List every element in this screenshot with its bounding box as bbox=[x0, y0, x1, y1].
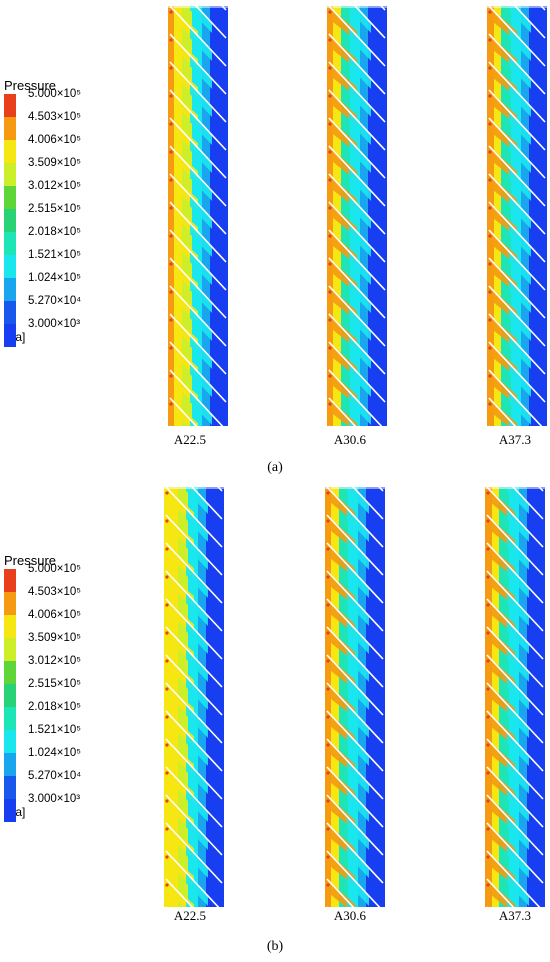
legend-label: 4.503×10⁵ bbox=[28, 586, 82, 598]
pressure-contour bbox=[487, 6, 547, 426]
pressure-legend: Pressure 5.000×10⁵ 4.503×10⁵ 4.006×10⁵ 3… bbox=[4, 553, 134, 822]
legend-color-bar bbox=[4, 94, 16, 347]
legend-swatch bbox=[4, 186, 16, 209]
case-label-a30-6: A30.6 bbox=[333, 432, 367, 447]
legend-swatch bbox=[4, 140, 16, 163]
contour-plot-a30-6 bbox=[325, 487, 385, 907]
case-label-a22-5: A22.5 bbox=[173, 908, 207, 923]
legend-swatch bbox=[4, 163, 16, 186]
legend-label: 1.024×10⁵ bbox=[28, 272, 82, 284]
legend-label: 5.000×10⁵ bbox=[28, 88, 82, 100]
legend-label: 5.270×10⁴ bbox=[28, 295, 82, 307]
legend-title: Pressure bbox=[4, 553, 57, 568]
legend-labels: 5.000×10⁵ 4.503×10⁵ 4.006×10⁵ 3.509×10⁵ … bbox=[28, 87, 81, 331]
contour-plot-a37-3 bbox=[485, 487, 545, 907]
legend-label: 3.000×10³ bbox=[28, 793, 81, 805]
legend-color-bar bbox=[4, 569, 16, 822]
legend-swatch bbox=[4, 569, 16, 592]
contour-plot-a22-5 bbox=[168, 6, 228, 426]
legend-unit: [Pa] bbox=[4, 330, 134, 344]
legend-swatch bbox=[4, 707, 16, 730]
contour-plot-a22-5 bbox=[164, 487, 224, 907]
legend-label: 2.018×10⁵ bbox=[28, 226, 82, 238]
legend-label: 1.521×10⁵ bbox=[28, 249, 82, 261]
legend-swatch bbox=[4, 117, 16, 140]
legend-swatch bbox=[4, 730, 16, 753]
legend-swatch bbox=[4, 232, 16, 255]
legend-label: 3.509×10⁵ bbox=[28, 157, 82, 169]
legend-swatch bbox=[4, 94, 16, 117]
pressure-contour bbox=[164, 487, 224, 907]
legend-unit: [Pa] bbox=[4, 805, 134, 819]
legend-label: 3.509×10⁵ bbox=[28, 632, 82, 644]
case-label-a22-5: A22.5 bbox=[173, 432, 207, 447]
legend-label: 1.024×10⁵ bbox=[28, 747, 82, 759]
legend-swatch bbox=[4, 684, 16, 707]
case-label-a37-3: A37.3 bbox=[498, 908, 532, 923]
legend-swatch bbox=[4, 592, 16, 615]
legend-label: 2.515×10⁵ bbox=[28, 203, 82, 215]
legend-label: 5.000×10⁵ bbox=[28, 563, 82, 575]
panel-b: Pressure 5.000×10⁵ 4.503×10⁵ 4.006×10⁵ 3… bbox=[0, 481, 550, 962]
legend-label: 2.018×10⁵ bbox=[28, 701, 82, 713]
pressure-legend: Pressure 5.000×10⁵ 4.503×10⁵ 4.006×10⁵ 3… bbox=[4, 78, 134, 347]
panel-caption-a: (a) bbox=[267, 460, 283, 475]
legend-swatch bbox=[4, 324, 16, 347]
legend-swatch bbox=[4, 209, 16, 232]
legend-title: Pressure bbox=[4, 78, 57, 93]
legend-label: 5.270×10⁴ bbox=[28, 770, 82, 782]
contour-plot-a30-6 bbox=[327, 6, 387, 426]
legend-swatch bbox=[4, 776, 16, 799]
legend-swatch bbox=[4, 301, 16, 324]
case-label-a30-6: A30.6 bbox=[333, 908, 367, 923]
panel-caption-b: (b) bbox=[266, 939, 284, 954]
legend-label: 4.503×10⁵ bbox=[28, 111, 82, 123]
legend-swatch bbox=[4, 753, 16, 776]
legend-swatch bbox=[4, 799, 16, 822]
pressure-contour bbox=[327, 6, 387, 426]
pressure-contour bbox=[168, 6, 228, 426]
contour-plot-a37-3 bbox=[487, 6, 547, 426]
pressure-contour bbox=[325, 487, 385, 907]
pressure-contour bbox=[485, 487, 545, 907]
panel-a: Pressure 5.000×10⁵ 4.503×10⁵ 4.006×10⁵ 3… bbox=[4, 6, 547, 475]
legend-swatch bbox=[4, 255, 16, 278]
legend-swatch bbox=[4, 615, 16, 638]
legend-label: 2.515×10⁵ bbox=[28, 678, 82, 690]
case-label-a37-3: A37.3 bbox=[498, 432, 532, 447]
legend-label: 3.012×10⁵ bbox=[28, 180, 82, 192]
legend-label: 3.012×10⁵ bbox=[28, 655, 82, 667]
legend-swatch bbox=[4, 638, 16, 661]
legend-labels: 5.000×10⁵ 4.503×10⁵ 4.006×10⁵ 3.509×10⁵ … bbox=[28, 562, 81, 806]
legend-swatch bbox=[4, 278, 16, 301]
legend-label: 3.000×10³ bbox=[28, 318, 81, 330]
legend-label: 4.006×10⁵ bbox=[28, 134, 82, 146]
legend-label: 4.006×10⁵ bbox=[28, 609, 82, 621]
legend-label: 1.521×10⁵ bbox=[28, 724, 82, 736]
legend-swatch bbox=[4, 661, 16, 684]
